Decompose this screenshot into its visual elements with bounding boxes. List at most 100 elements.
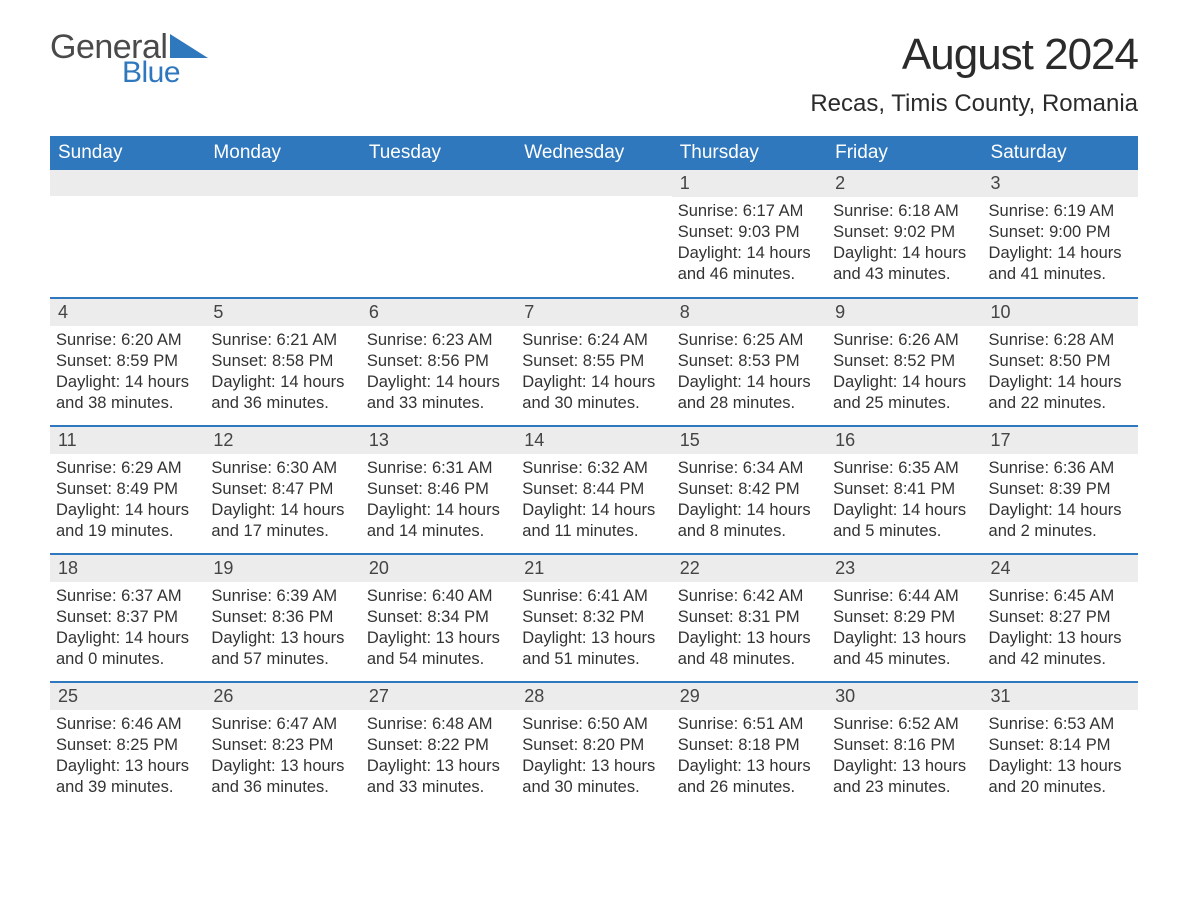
daylight-line: Daylight: 13 hours and 20 minutes. bbox=[989, 756, 1132, 798]
calendar-day-cell: 29Sunrise: 6:51 AMSunset: 8:18 PMDayligh… bbox=[672, 682, 827, 810]
sunset-line: Sunset: 8:29 PM bbox=[833, 607, 976, 628]
sunrise-line: Sunrise: 6:18 AM bbox=[833, 201, 976, 222]
day-body: Sunrise: 6:50 AMSunset: 8:20 PMDaylight:… bbox=[516, 710, 671, 802]
day-body: Sunrise: 6:44 AMSunset: 8:29 PMDaylight:… bbox=[827, 582, 982, 674]
day-number: 18 bbox=[50, 555, 205, 582]
sunrise-line: Sunrise: 6:40 AM bbox=[367, 586, 510, 607]
day-body: Sunrise: 6:23 AMSunset: 8:56 PMDaylight:… bbox=[361, 326, 516, 418]
sunset-line: Sunset: 8:37 PM bbox=[56, 607, 199, 628]
calendar-day-cell: 18Sunrise: 6:37 AMSunset: 8:37 PMDayligh… bbox=[50, 554, 205, 682]
daylight-line: Daylight: 14 hours and 22 minutes. bbox=[989, 372, 1132, 414]
calendar-week-row: 18 Sunrise: 6:37 AMSunset: 8:37 PM Dayligh… bbox=[50, 554, 1138, 682]
calendar-day-cell: 7Sunrise: 6:24 AMSunset: 8:55 PMDaylight… bbox=[516, 298, 671, 426]
sunrise-line: Sunrise: 6:32 AM bbox=[522, 458, 665, 479]
daylight-line: Daylight: 13 hours and 26 minutes. bbox=[678, 756, 821, 798]
calendar-day-cell: 26Sunrise: 6:47 AMSunset: 8:23 PMDayligh… bbox=[205, 682, 360, 810]
day-body: Sunrise: 6:41 AMSunset: 8:32 PMDaylight:… bbox=[516, 582, 671, 674]
daylight-line: Daylight: 14 hours and 19 minutes. bbox=[56, 500, 199, 542]
daylight-line: Daylight: 14 hours and 25 minutes. bbox=[833, 372, 976, 414]
sunrise-line: Sunrise: 6:34 AM bbox=[678, 458, 821, 479]
daylight-line: Daylight: 14 hours and 41 minutes. bbox=[989, 243, 1132, 285]
day-body: Sunrise: 6:53 AMSunset: 8:14 PMDaylight:… bbox=[983, 710, 1138, 802]
day-number bbox=[361, 170, 516, 196]
calendar-day-cell: 23Sunrise: 6:44 AMSunset: 8:29 PMDayligh… bbox=[827, 554, 982, 682]
sunset-line: Sunset: 8:31 PM bbox=[678, 607, 821, 628]
calendar-day-cell: 22Sunrise: 6:42 AMSunset: 8:31 PMDayligh… bbox=[672, 554, 827, 682]
day-number bbox=[516, 170, 671, 196]
sunrise-line: Sunrise: 6:20 AM bbox=[56, 330, 199, 351]
day-number: 2 bbox=[827, 170, 982, 197]
day-number: 30 bbox=[827, 683, 982, 710]
sunrise-line: Sunrise: 6:30 AM bbox=[211, 458, 354, 479]
sunrise-line: Sunrise: 6:37 AM bbox=[56, 586, 199, 607]
sunset-line: Sunset: 8:53 PM bbox=[678, 351, 821, 372]
weekday-header-cell: Friday bbox=[827, 136, 982, 170]
location: Recas, Timis County, Romania bbox=[810, 90, 1138, 118]
calendar-day-cell: 20Sunrise: 6:40 AMSunset: 8:34 PMDayligh… bbox=[361, 554, 516, 682]
day-body: Sunrise: 6:46 AMSunset: 8:25 PMDaylight:… bbox=[50, 710, 205, 802]
sunrise-line: Sunrise: 6:46 AM bbox=[56, 714, 199, 735]
sunrise-line: Sunrise: 6:35 AM bbox=[833, 458, 976, 479]
day-number: 24 bbox=[983, 555, 1138, 582]
sunset-line: Sunset: 8:46 PM bbox=[367, 479, 510, 500]
header: General Blue August 2024 Recas, Timis Co… bbox=[50, 30, 1138, 118]
calendar-day-cell: 27Sunrise: 6:48 AMSunset: 8:22 PMDayligh… bbox=[361, 682, 516, 810]
day-body: Sunrise: 6:17 AMSunset: 9:03 PMDaylight:… bbox=[672, 197, 827, 289]
daylight-line: Daylight: 14 hours and 17 minutes. bbox=[211, 500, 354, 542]
day-body: Sunrise: 6:31 AMSunset: 8:46 PMDaylight:… bbox=[361, 454, 516, 546]
calendar-body: 1Sunrise: 6:17 AMSunset: 9:03 PMDaylight… bbox=[50, 170, 1138, 810]
daylight-line: Daylight: 14 hours and 5 minutes. bbox=[833, 500, 976, 542]
day-body: Sunrise: 6:34 AMSunset: 8:42 PMDaylight:… bbox=[672, 454, 827, 546]
sunrise-line: Sunrise: 6:50 AM bbox=[522, 714, 665, 735]
daylight-line: Daylight: 14 hours and 8 minutes. bbox=[678, 500, 821, 542]
sunset-line: Sunset: 8:25 PM bbox=[56, 735, 199, 756]
day-body: Sunrise: 6:45 AMSunset: 8:27 PMDaylight:… bbox=[983, 582, 1138, 674]
day-body: Sunrise: 6:48 AMSunset: 8:22 PMDaylight:… bbox=[361, 710, 516, 802]
sunset-line: Sunset: 8:59 PM bbox=[56, 351, 199, 372]
sunset-line: Sunset: 8:32 PM bbox=[522, 607, 665, 628]
calendar-day-cell: 13Sunrise: 6:31 AMSunset: 8:46 PMDayligh… bbox=[361, 426, 516, 554]
daylight-line: Daylight: 13 hours and 54 minutes. bbox=[367, 628, 510, 670]
calendar-day-cell: 10Sunrise: 6:28 AMSunset: 8:50 PMDayligh… bbox=[983, 298, 1138, 426]
calendar-day-cell: 25Sunrise: 6:46 AMSunset: 8:25 PMDayligh… bbox=[50, 682, 205, 810]
sunset-line: Sunset: 8:44 PM bbox=[522, 479, 665, 500]
day-number: 19 bbox=[205, 555, 360, 582]
calendar-day-cell: 16 Sunrise: 6:35 AMSunset: 8:41 PMDayligh… bbox=[827, 426, 982, 554]
day-number: 21 bbox=[516, 555, 671, 582]
daylight-line: Daylight: 14 hours and 38 minutes. bbox=[56, 372, 199, 414]
calendar-day-cell: 12Sunrise: 6:30 AMSunset: 8:47 PMDayligh… bbox=[205, 426, 360, 554]
sunset-line: Sunset: 9:00 PM bbox=[989, 222, 1132, 243]
day-number: 16 bbox=[827, 427, 982, 454]
daylight-line: Daylight: 14 hours and 43 minutes. bbox=[833, 243, 976, 285]
sunrise-line: Sunrise: 6:42 AM bbox=[678, 586, 821, 607]
day-body: Sunrise: 6:29 AMSunset: 8:49 PMDaylight:… bbox=[50, 454, 205, 546]
day-number: 28 bbox=[516, 683, 671, 710]
calendar-day-cell: 15Sunrise: 6:34 AMSunset: 8:42 PMDayligh… bbox=[672, 426, 827, 554]
daylight-line: Daylight: 14 hours and 11 minutes. bbox=[522, 500, 665, 542]
calendar-day-cell: 1Sunrise: 6:17 AMSunset: 9:03 PMDaylight… bbox=[672, 170, 827, 298]
sunrise-line: Sunrise: 6:47 AM bbox=[211, 714, 354, 735]
daylight-line: Daylight: 13 hours and 36 minutes. bbox=[211, 756, 354, 798]
day-body: Sunrise: 6:20 AMSunset: 8:59 PMDaylight:… bbox=[50, 326, 205, 418]
day-body: Sunrise: 6:28 AMSunset: 8:50 PMDaylight:… bbox=[983, 326, 1138, 418]
sunrise-line: Sunrise: 6:39 AM bbox=[211, 586, 354, 607]
sunset-line: Sunset: 8:56 PM bbox=[367, 351, 510, 372]
calendar-week-row: 25Sunrise: 6:46 AMSunset: 8:25 PMDayligh… bbox=[50, 682, 1138, 810]
sunset-line: Sunset: 8:18 PM bbox=[678, 735, 821, 756]
daylight-line: Daylight: 13 hours and 30 minutes. bbox=[522, 756, 665, 798]
day-number: 31 bbox=[983, 683, 1138, 710]
sunset-line: Sunset: 8:41 PM bbox=[833, 479, 976, 500]
day-number: 6 bbox=[361, 299, 516, 326]
calendar-day-cell: 11Sunrise: 6:29 AMSunset: 8:49 PMDayligh… bbox=[50, 426, 205, 554]
calendar-week-row: 4Sunrise: 6:20 AMSunset: 8:59 PMDaylight… bbox=[50, 298, 1138, 426]
sunset-line: Sunset: 8:50 PM bbox=[989, 351, 1132, 372]
day-number: 15 bbox=[672, 427, 827, 454]
calendar-day-cell: 30Sunrise: 6:52 AMSunset: 8:16 PMDayligh… bbox=[827, 682, 982, 810]
sunset-line: Sunset: 8:22 PM bbox=[367, 735, 510, 756]
day-number: 7 bbox=[516, 299, 671, 326]
sunrise-line: Sunrise: 6:21 AM bbox=[211, 330, 354, 351]
day-body: Sunrise: 6:52 AMSunset: 8:16 PMDaylight:… bbox=[827, 710, 982, 802]
day-body: Sunrise: 6:26 AMSunset: 8:52 PMDaylight:… bbox=[827, 326, 982, 418]
day-body: Sunrise: 6:42 AMSunset: 8:31 PMDaylight:… bbox=[672, 582, 827, 674]
day-body: Sunrise: 6:18 AMSunset: 9:02 PMDaylight:… bbox=[827, 197, 982, 289]
